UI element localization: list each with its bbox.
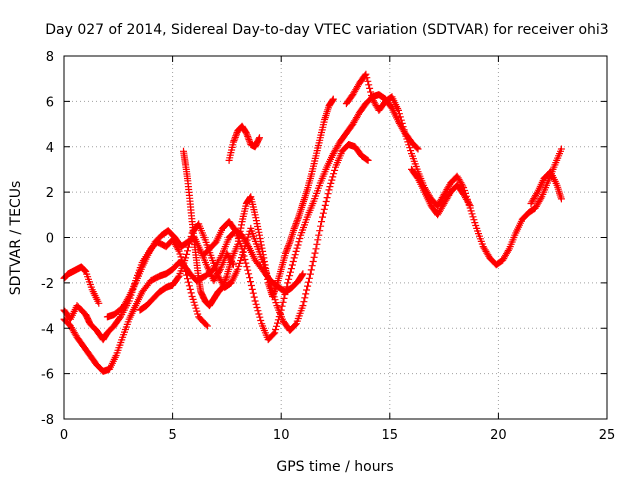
- x-tick-label: 10: [273, 428, 290, 443]
- y-tick-label: -4: [41, 322, 54, 337]
- series-track-c: [60, 263, 103, 307]
- chart-title: Day 027 of 2014, Sidereal Day-to-day VTE…: [45, 22, 608, 38]
- series-track-k: [527, 168, 565, 207]
- data-points: [60, 70, 565, 375]
- x-tick-label: 25: [599, 428, 616, 443]
- series-track-j: [408, 165, 474, 219]
- x-axis-label: GPS time / hours: [276, 459, 393, 475]
- plot-frame: [63, 55, 608, 420]
- y-tick-label: -8: [41, 413, 54, 428]
- series-points-track-k: [527, 168, 565, 207]
- series-track-i: [342, 70, 565, 269]
- x-tick-label: 15: [382, 428, 399, 443]
- series-points-track-a: [60, 236, 211, 344]
- series-points-track-i: [342, 70, 565, 269]
- y-tick-label: 0: [46, 232, 54, 247]
- series-points-track-h: [199, 91, 422, 344]
- y-tick-label: 8: [46, 50, 54, 65]
- series-points-track-g: [225, 122, 263, 164]
- y-tick-label: 4: [46, 141, 54, 156]
- grid: [64, 56, 607, 419]
- x-tick-label: 5: [168, 428, 176, 443]
- axis-ticks: 0 5 10 15 20 25 -8 -6 -4 -2 0 2 4 6 8: [41, 50, 615, 443]
- series-points-track-j: [408, 165, 474, 219]
- series-points-track-f: [180, 95, 337, 310]
- series-points-track-c: [60, 263, 103, 307]
- x-tick-label: 0: [60, 428, 68, 443]
- series-track-h: [199, 91, 422, 344]
- series-track-f: [180, 95, 337, 310]
- y-tick-label: 2: [46, 186, 54, 201]
- y-axis-label: SDTVAR / TECUs: [8, 181, 24, 296]
- y-tick-label: -6: [41, 368, 54, 383]
- y-tick-label: -2: [41, 277, 54, 292]
- series-track-g: [225, 122, 263, 164]
- x-tick-label: 20: [490, 428, 507, 443]
- y-tick-label: 6: [46, 95, 54, 110]
- series-track-a: [60, 236, 211, 344]
